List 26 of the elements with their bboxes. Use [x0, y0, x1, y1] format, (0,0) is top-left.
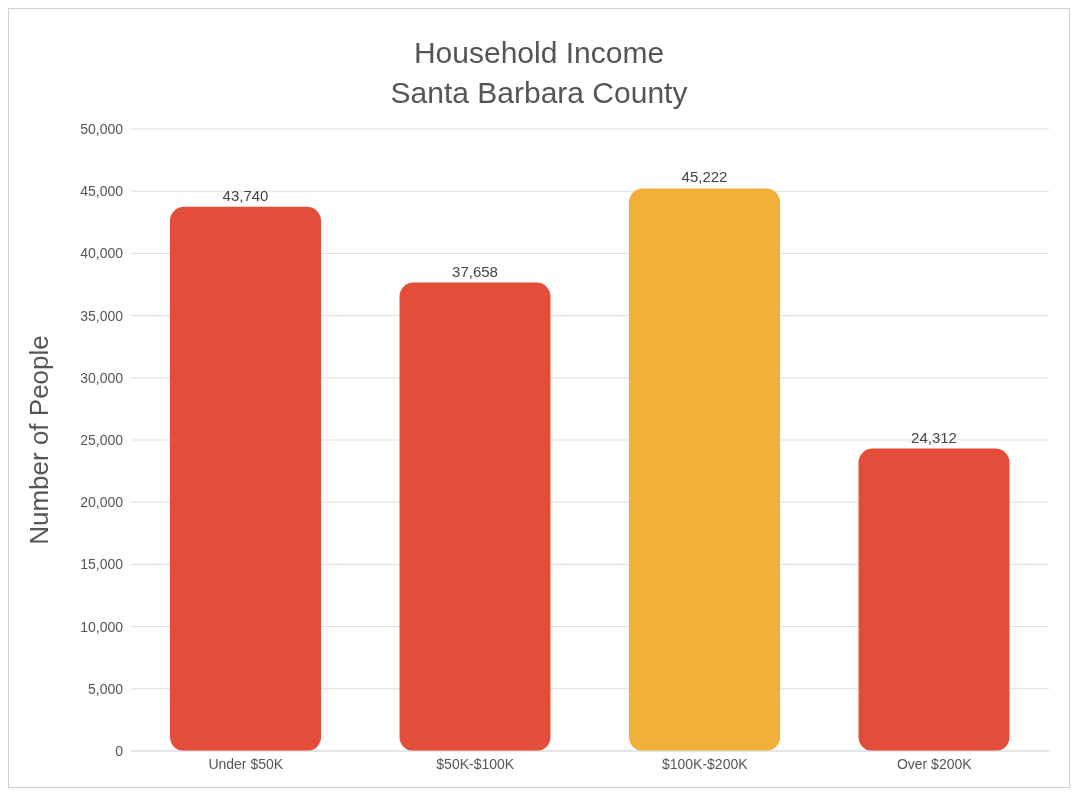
- y-tick-label: 35,000: [80, 307, 124, 324]
- x-tick-label: $100K-$200K: [661, 755, 749, 772]
- y-tick-label: 20,000: [80, 494, 124, 511]
- x-tick-label: Over $200K: [896, 755, 973, 772]
- data-label: 24,312: [911, 428, 957, 446]
- chart-title: Household Income: [412, 35, 666, 71]
- y-tick-label: 50,000: [80, 120, 124, 137]
- bar: [399, 282, 551, 751]
- x-tick-label: $50K-$100K: [436, 755, 515, 772]
- data-label: 45,222: [681, 168, 728, 186]
- y-tick-label: 45,000: [80, 183, 124, 200]
- x-tick-label: Under $50K: [208, 755, 284, 772]
- y-tick-label: 25,000: [80, 431, 124, 448]
- data-label: 43,740: [222, 186, 269, 204]
- chart-subtitle: Santa Barbara County: [389, 75, 689, 111]
- y-tick-label: 0: [115, 742, 124, 759]
- y-tick-label: 30,000: [80, 369, 124, 386]
- bar: [858, 448, 1010, 751]
- y-tick-label: 15,000: [80, 556, 124, 573]
- bar: [170, 206, 322, 751]
- y-tick-label: 5,000: [87, 680, 124, 697]
- data-label: 37,658: [452, 262, 498, 280]
- bar: [629, 188, 781, 751]
- y-tick-label: 10,000: [80, 618, 124, 635]
- y-axis-title: Number of People: [24, 335, 55, 545]
- y-tick-label: 40,000: [80, 245, 124, 262]
